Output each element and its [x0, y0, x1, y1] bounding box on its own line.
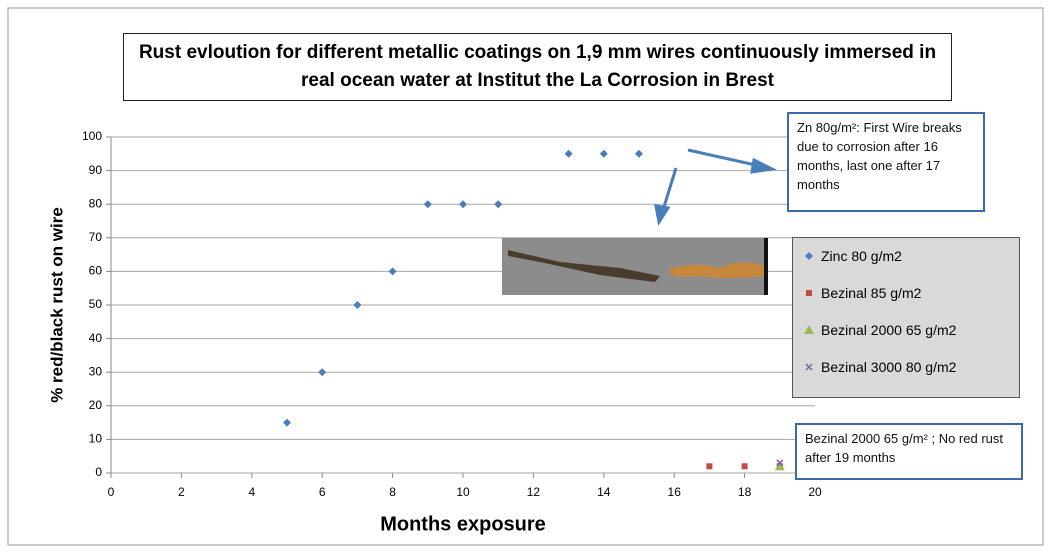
- photo: [502, 238, 768, 295]
- y-tick-label: 80: [89, 196, 103, 210]
- x-tick-label: 20: [808, 485, 822, 499]
- arrow-head: [654, 204, 671, 226]
- legend-symbol: [806, 290, 812, 296]
- legend-entry: Bezinal 85 g/m2: [803, 285, 921, 301]
- y-tick-label: 60: [89, 264, 103, 278]
- legend-entry: Bezinal 3000 80 g/m2: [803, 359, 956, 375]
- photo-edge: [764, 238, 768, 295]
- x-tick-label: 12: [527, 485, 541, 499]
- data-point: [635, 149, 643, 158]
- x-tick-label: 18: [738, 485, 752, 499]
- x-tick-label: 2: [178, 485, 185, 499]
- y-tick-label: 10: [89, 432, 103, 446]
- data-point: [776, 459, 784, 467]
- data-point: [423, 200, 432, 209]
- y-tick-label: 100: [82, 129, 102, 143]
- data-point: [388, 267, 397, 276]
- data-point: [564, 149, 573, 158]
- legend-entry: Bezinal 2000 65 g/m2: [803, 322, 956, 338]
- y-tick-label: 30: [89, 364, 103, 378]
- legend-label: Bezinal 3000 80 g/m2: [821, 359, 957, 375]
- arrow-head: [750, 157, 777, 174]
- legend-marker: [805, 363, 813, 371]
- data-point: [741, 463, 748, 470]
- y-axis-title: % red/black rust on wire: [47, 207, 66, 403]
- chart-title: Rust evloution for different metallic co…: [123, 33, 952, 101]
- x-tick-label: 16: [668, 485, 682, 499]
- y-tick-label: 90: [89, 163, 103, 177]
- x-tick-label: 14: [597, 485, 611, 499]
- arrows: [654, 148, 777, 226]
- legend: Zinc 80 g/m2 Bezinal 85 g/m2 Bezinal 2000 …: [792, 237, 1020, 398]
- arrow: [687, 148, 761, 168]
- x-tick-label: 6: [319, 485, 326, 499]
- legend-symbol: [805, 363, 813, 371]
- legend-marker: [805, 252, 813, 260]
- photo-wire: [508, 250, 660, 282]
- legend-symbol: [805, 252, 813, 260]
- data-point: [318, 368, 327, 377]
- x-tick-label: 8: [389, 485, 396, 499]
- arrow: [661, 167, 678, 211]
- legend-entry: Zinc 80 g/m2: [803, 248, 902, 264]
- y-tick-label: 0: [95, 465, 102, 479]
- y-tick-label: 20: [89, 398, 103, 412]
- legend-label: Bezinal 2000 65 g/m2: [821, 322, 957, 338]
- legend-marker: [804, 325, 814, 334]
- annotation: Zn 80g/m²: First Wire breaks due to corr…: [787, 112, 985, 212]
- y-tick-label: 70: [89, 230, 103, 244]
- annotation: Bezinal 2000 65 g/m² ; No red rust after…: [795, 423, 1023, 480]
- data-point: [459, 200, 467, 209]
- data-point: [283, 418, 291, 427]
- x-tick-label: 0: [108, 485, 115, 499]
- photo-rust: [670, 262, 765, 278]
- legend-marker: [806, 290, 812, 296]
- data-point: [353, 301, 362, 309]
- data-point: [706, 463, 713, 470]
- data-point: [774, 461, 785, 471]
- legend-label: Bezinal 85 g/m2: [821, 285, 922, 301]
- y-tick-label: 50: [89, 297, 103, 311]
- data-point: [494, 200, 503, 209]
- data-point: [599, 149, 608, 158]
- x-tick-label: 4: [248, 485, 255, 499]
- y-tick-label: 40: [89, 331, 103, 345]
- legend-label: Zinc 80 g/m2: [821, 248, 902, 264]
- x-axis-title: Months exposure: [380, 513, 546, 535]
- legend-symbol: [804, 325, 814, 334]
- x-tick-label: 10: [456, 485, 470, 499]
